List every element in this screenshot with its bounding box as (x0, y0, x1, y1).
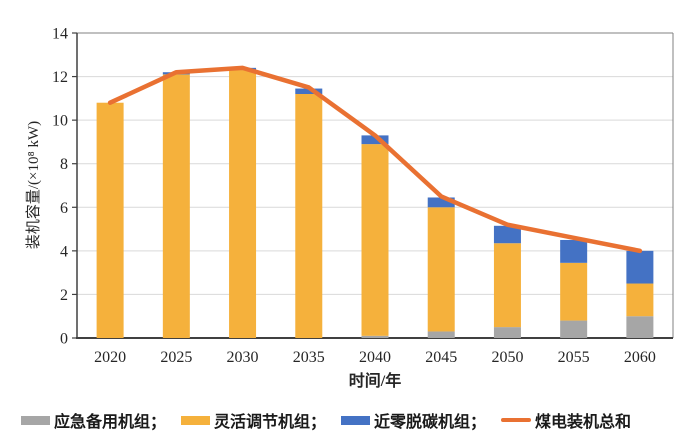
bar-segment-近零脱碳机组 (626, 250, 654, 284)
x-tick-label: 2025 (160, 349, 192, 366)
bar-segment-近零脱碳机组 (361, 135, 389, 145)
bar-segment-应急备用机组 (493, 327, 521, 338)
x-tick-label: 2045 (425, 349, 457, 366)
legend-item: 煤电装机总和 (501, 408, 631, 432)
chart-legend: 应急备用机组； 灵活调节机组； 近零脱碳机组； 煤电装机总和 (0, 405, 700, 435)
legend-item: 近零脱碳机组； (341, 408, 486, 432)
x-tick-label: 2040 (359, 349, 391, 366)
bar-segment-应急备用机组 (361, 335, 389, 338)
y-tick-label: 4 (60, 243, 68, 260)
y-tick-label: 12 (52, 69, 68, 86)
x-axis-title: 时间/年 (349, 371, 401, 390)
bar-segment-近零脱碳机组 (295, 88, 323, 94)
bar-segment-近零脱碳机组 (560, 239, 588, 263)
x-tick-label: 2020 (94, 349, 126, 366)
total-line (107, 65, 643, 254)
legend-color-swatch (341, 415, 370, 425)
bar-segment-灵活调节机组 (295, 94, 323, 338)
y-tick-label: 14 (52, 26, 68, 43)
legend-item: 应急备用机组； (20, 408, 166, 432)
bar-segment-近零脱碳机组 (493, 225, 521, 244)
x-axis-tick-labels: 2020 2025 2030 2035 2040 2045 2050 2055 2060 (94, 349, 656, 366)
y-axis-title: 装机容量/(×10⁸ kW) (25, 121, 42, 249)
total-line-path (107, 65, 643, 254)
legend-item: 灵活调节机组； (180, 408, 326, 432)
stacked-bars (96, 67, 654, 339)
y-tick-label: 2 (60, 287, 68, 304)
bar-segment-灵活调节机组 (626, 283, 654, 317)
bar-segment-灵活调节机组 (493, 243, 521, 328)
bar-segment-应急备用机组 (560, 320, 588, 338)
x-tick-label: 2060 (624, 349, 656, 366)
y-tick-label: 8 (60, 156, 68, 173)
bar-segment-近零脱碳机组 (427, 197, 455, 208)
x-tick-label: 2055 (558, 349, 590, 366)
y-tick-label: 10 (52, 113, 68, 130)
bar-segment-灵活调节机组 (560, 262, 588, 321)
y-axis-ticks (72, 32, 77, 339)
x-tick-label: 2050 (491, 349, 523, 366)
legend-label: 灵活调节机组； (213, 414, 326, 431)
bar-segment-应急备用机组 (427, 331, 455, 338)
capacity-chart: 0 2 4 6 8 10 12 14 2020 2025 2030 2035 2040 2045 2050… (25, 26, 674, 390)
x-tick-label: 2035 (293, 349, 325, 366)
bar-segment-灵活调节机组 (427, 207, 455, 332)
legend-label: 近零脱碳机组； (374, 414, 487, 431)
bar-segment-灵活调节机组 (361, 144, 389, 336)
y-tick-label: 6 (60, 200, 68, 217)
y-axis-tick-labels: 0 2 4 6 8 10 12 14 (52, 26, 68, 348)
x-tick-label: 2030 (227, 349, 259, 366)
bar-segment-灵活调节机组 (96, 102, 124, 338)
bar-segment-灵活调节机组 (229, 70, 257, 339)
bar-segment-灵活调节机组 (162, 74, 190, 339)
legend-label: 煤电装机总和 (535, 414, 632, 431)
legend-line-swatch (501, 418, 532, 422)
y-tick-label: 0 (60, 331, 68, 348)
legend-color-swatch (180, 415, 210, 425)
legend-label: 应急备用机组； (53, 414, 166, 431)
bar-segment-应急备用机组 (626, 316, 654, 338)
legend-color-swatch (20, 415, 50, 425)
